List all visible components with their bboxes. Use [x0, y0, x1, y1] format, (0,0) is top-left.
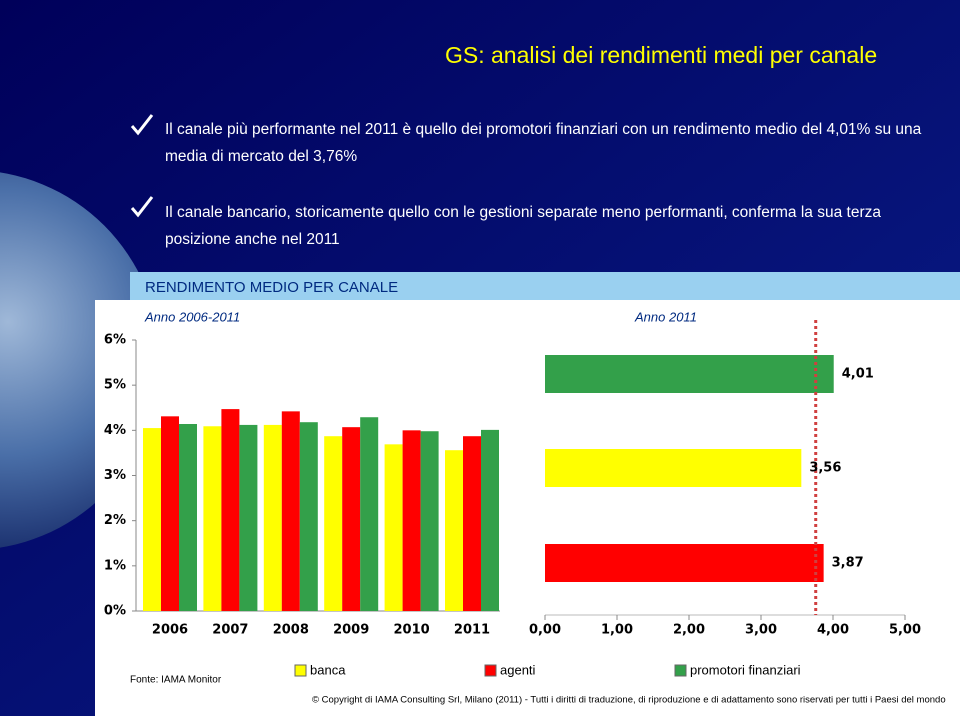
x-tick-label: 3,00 [745, 623, 777, 638]
bar [360, 417, 379, 611]
x-tick-label: 2007 [212, 623, 248, 638]
x-tick-label: 2011 [454, 623, 490, 638]
source: Fonte: IAMA Monitor [130, 675, 222, 686]
bar [342, 427, 361, 611]
y-tick-label: 4% [104, 423, 126, 438]
y-tick-label: 5% [104, 378, 126, 393]
bar [324, 436, 343, 611]
x-tick-label: 2008 [273, 623, 309, 638]
legend-label: agenti [500, 662, 536, 677]
value-label: 4,01 [842, 367, 874, 382]
legend-label: promotori finanziari [690, 662, 801, 677]
x-tick-label: 4,00 [817, 623, 849, 638]
x-tick-label: 2009 [333, 623, 369, 638]
x-tick-label: 2,00 [673, 623, 705, 638]
bar [221, 409, 240, 611]
y-tick-label: 6% [104, 333, 126, 348]
legend-label: banca [310, 662, 346, 677]
bar [239, 424, 258, 611]
x-tick-label: 2006 [152, 623, 188, 638]
value-label: 3,56 [809, 461, 841, 476]
y-tick-label: 0% [104, 604, 126, 619]
x-tick-label: 5,00 [889, 623, 921, 638]
bullet: Il canale più performante nel 2011 è que… [165, 121, 922, 165]
bar [545, 355, 834, 393]
bar [481, 429, 499, 611]
check-icon [130, 114, 154, 136]
chart-subtitle: Anno 2011 [634, 309, 697, 324]
bar [203, 426, 222, 611]
bar [281, 411, 300, 611]
legend-swatch [674, 664, 687, 677]
y-tick-label: 3% [104, 468, 126, 483]
y-tick-label: 2% [104, 513, 126, 528]
chart-header: RENDIMENTO MEDIO PER CANALE [145, 279, 398, 296]
bar [402, 430, 421, 611]
x-tick-label: 0,00 [529, 623, 561, 638]
bar [263, 424, 282, 611]
bullet: Il canale bancario, storicamente quello … [165, 204, 881, 248]
legend-swatch [294, 664, 307, 677]
bar [445, 450, 463, 611]
chart-header-bar [130, 272, 960, 300]
legend-swatch [484, 664, 497, 677]
bar [161, 416, 179, 611]
value-label: 3,87 [832, 556, 864, 571]
bar [143, 428, 161, 611]
y-tick-label: 1% [104, 558, 126, 573]
x-tick-label: 1,00 [601, 623, 633, 638]
bar [545, 449, 802, 487]
bar [420, 431, 439, 611]
slide-title: GS: analisi dei rendimenti medi per cana… [445, 42, 877, 68]
chart-subtitle: Anno 2006-2011 [144, 309, 240, 324]
bar [299, 422, 318, 611]
copyright: © Copyright di IAMA Consulting Srl, Mila… [312, 695, 946, 706]
check-icon [130, 196, 154, 218]
bar [545, 544, 824, 582]
bar [179, 424, 197, 611]
bar [463, 436, 481, 611]
x-tick-label: 2010 [394, 623, 430, 638]
bar [384, 444, 403, 611]
